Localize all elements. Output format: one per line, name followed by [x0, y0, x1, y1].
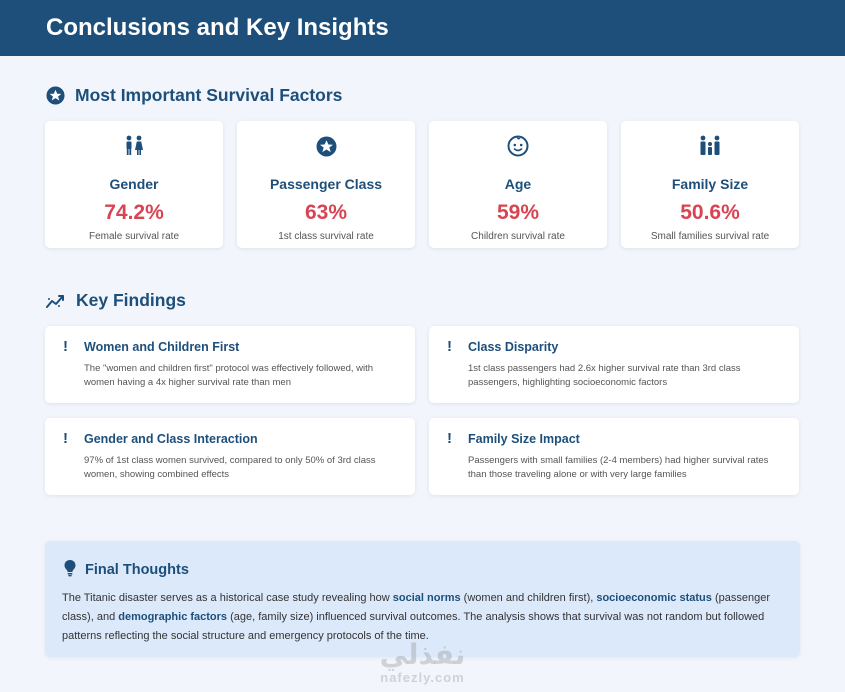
exclamation-icon: !: [447, 338, 452, 355]
finding-text: Passengers with small families (2-4 memb…: [468, 455, 769, 480]
finding-title: Class Disparity: [468, 340, 559, 354]
factor-value: 63%: [304, 201, 348, 224]
exclamation-icon: !: [63, 430, 68, 447]
factor-card-gender: Gender 74.2% Female survival rate: [45, 121, 223, 248]
factor-desc: Small families survival rate: [650, 231, 770, 242]
page-header: Conclusions and Key Insights: [0, 0, 845, 56]
trend-chart-icon: [46, 293, 66, 309]
finding-card: ! Gender and Class Interaction 97% of 1s…: [45, 418, 415, 495]
factor-value: 50.6%: [680, 201, 740, 224]
exclamation-icon: !: [447, 430, 452, 447]
finding-text: 1st class passengers had 2.6x higher sur…: [468, 363, 741, 388]
factor-desc: Children survival rate: [471, 231, 565, 242]
star-circle-icon: [237, 134, 415, 158]
finding-card: ! Women and Children First The "women an…: [45, 326, 415, 403]
final-thoughts-text: The Titanic disaster serves as a histori…: [62, 592, 770, 642]
factor-desc: 1st class survival rate: [278, 231, 374, 242]
finding-text: 97% of 1st class women survived, compare…: [84, 455, 376, 480]
final-thoughts-title: Final Thoughts: [85, 562, 189, 578]
highlight-demographic-factors: demographic factors: [118, 611, 228, 623]
highlight-socioeconomic-status: socioeconomic status: [596, 592, 712, 604]
factor-card-family: Family Size 50.6% Small families surviva…: [621, 121, 799, 248]
finding-title: Family Size Impact: [468, 432, 580, 446]
factor-card-age: Age 59% Children survival rate: [429, 121, 607, 248]
findings-title: Key Findings: [76, 290, 186, 310]
family-icon: [621, 134, 799, 158]
findings-section-title: Key Findings: [46, 290, 186, 311]
final-thoughts-header: Final Thoughts: [63, 559, 189, 581]
factor-value: 74.2%: [104, 201, 164, 224]
factor-name: Gender: [109, 176, 159, 192]
factor-name: Age: [504, 176, 532, 192]
watermark-arabic: نفذلي: [379, 639, 466, 670]
finding-card: ! Family Size Impact Passengers with sma…: [429, 418, 799, 495]
factor-name: Passenger Class: [269, 176, 383, 192]
gender-icon: [45, 134, 223, 158]
watermark-url: nafezly.com: [380, 670, 465, 685]
factors-section-title: Most Important Survival Factors: [46, 85, 342, 106]
factor-card-class: Passenger Class 63% 1st class survival r…: [237, 121, 415, 248]
final-thoughts-box: Final Thoughts The Titanic disaster serv…: [45, 541, 800, 657]
exclamation-icon: !: [63, 338, 68, 355]
child-face-icon: [429, 134, 607, 158]
page-title: Conclusions and Key Insights: [46, 14, 389, 41]
watermark: نفذلي nafezly.com: [370, 639, 475, 686]
factor-name: Family Size: [671, 176, 749, 192]
star-circle-icon: [46, 86, 65, 105]
lightbulb-icon: [63, 559, 77, 581]
factor-value: 59%: [496, 201, 540, 224]
finding-title: Women and Children First: [84, 340, 240, 354]
finding-title: Gender and Class Interaction: [84, 432, 258, 446]
finding-text: The "women and children first" protocol …: [84, 363, 374, 388]
factor-desc: Female survival rate: [88, 231, 180, 242]
highlight-social-norms: social norms: [392, 592, 461, 604]
finding-card: ! Class Disparity 1st class passengers h…: [429, 326, 799, 403]
factors-title: Most Important Survival Factors: [75, 85, 343, 105]
